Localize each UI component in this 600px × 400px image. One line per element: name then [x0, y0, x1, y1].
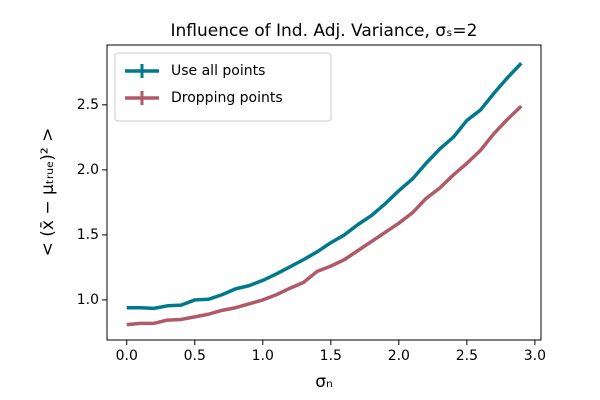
y-tick-label: 1.0 [77, 292, 99, 308]
x-tick-label: 3.0 [524, 348, 546, 364]
y-tick-label: 1.5 [77, 227, 99, 243]
chart-title: Influence of Ind. Adj. Variance, σₛ=2 [171, 21, 478, 41]
legend-label: Dropping points [171, 90, 283, 106]
x-axis-label: σₙ [315, 372, 333, 392]
x-tick-label: 0.5 [184, 348, 206, 364]
legend-box [114, 52, 332, 122]
x-tick-label: 0.0 [116, 348, 138, 364]
x-tick-label: 1.0 [252, 348, 274, 364]
y-tick-label: 2.5 [77, 97, 99, 113]
series-line [126, 104, 523, 327]
y-tick-label: 2.0 [77, 162, 99, 178]
y-axis-label: < (x̄ − μₜᵣᵤₑ)² > [38, 128, 58, 257]
x-tick-label: 1.5 [320, 348, 342, 364]
plot-frame [106, 44, 542, 341]
legend-label: Use all points [171, 63, 265, 79]
x-tick-label: 2.5 [456, 348, 478, 364]
series-line [126, 62, 523, 311]
x-tick-label: 2.0 [388, 348, 410, 364]
